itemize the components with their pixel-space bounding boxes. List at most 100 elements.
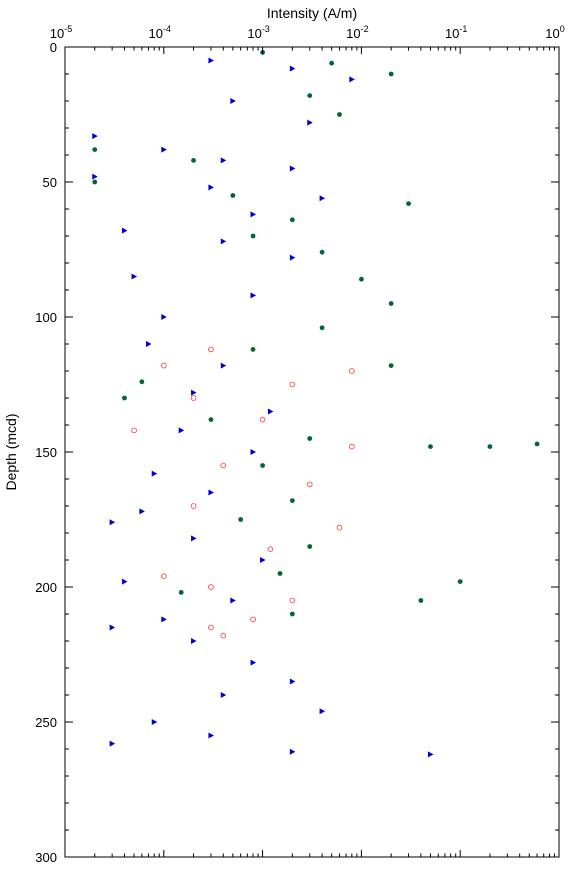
data-point-filled-circle (277, 571, 283, 576)
data-point-triangle (267, 408, 274, 415)
data-point-triangle (208, 489, 214, 496)
data-point-triangle (92, 133, 98, 140)
x-tick-label: 10-1 (445, 24, 467, 41)
data-point-filled-circle (230, 193, 236, 198)
data-point-filled-circle (319, 325, 325, 331)
data-point-filled-circle (191, 158, 196, 163)
data-point-open-circle (220, 462, 227, 469)
data-point-open-circle (259, 416, 266, 423)
data-point-filled-circle (487, 444, 493, 449)
data-point-open-circle (349, 443, 355, 450)
data-point-open-circle (190, 395, 197, 401)
data-point-triangle (289, 65, 296, 72)
data-point-triangle (230, 98, 236, 104)
data-point-filled-circle (208, 417, 214, 422)
data-point-filled-circle (388, 363, 394, 368)
x-tick-label: 10-3 (247, 24, 269, 41)
data-point-filled-circle (92, 179, 98, 185)
data-point-triangle (208, 57, 214, 64)
y-tick-label: 100 (35, 310, 57, 325)
data-point-triangle (208, 184, 214, 191)
data-point-triangle (250, 292, 257, 299)
data-point-open-circle (336, 524, 343, 531)
data-point-open-circle (220, 632, 227, 639)
data-point-open-circle (131, 427, 137, 434)
data-point-triangle (151, 470, 158, 477)
data-point-filled-circle (388, 71, 394, 77)
data-point-triangle (230, 597, 236, 604)
data-point-filled-circle (418, 598, 424, 603)
y-tick-label: 250 (35, 715, 57, 730)
axis-ticks: 10-5 10-4 10-3 10-2 10-1 100 0 50 100 150 200 250 30… (35, 24, 564, 865)
data-point-triangle (109, 519, 116, 526)
data-point-triangle (427, 751, 434, 758)
data-point-filled-circle (250, 347, 256, 352)
data-point-open-circle (208, 624, 214, 631)
data-point-triangle (220, 362, 227, 369)
data-point-triangle (191, 535, 197, 542)
data-point-triangle (109, 624, 116, 631)
data-point-filled-circle (428, 444, 433, 449)
y-axis-title: Depth (mcd) (3, 413, 19, 490)
data-point-triangle (250, 449, 257, 455)
data-point-open-circle (161, 362, 167, 369)
x-tick-label: 10-2 (346, 24, 368, 41)
data-point-filled-circle (307, 436, 313, 441)
data-point-filled-circle (319, 249, 325, 255)
data-point-triangle (191, 389, 197, 396)
data-point-triangle (289, 165, 296, 172)
data-point-filled-circle (337, 112, 342, 117)
data-point-open-circle (289, 381, 296, 388)
data-marks (92, 50, 540, 758)
data-point-triangle (307, 119, 313, 126)
x-axis-title: Intensity (A/m) (267, 5, 357, 21)
data-point-filled-circle (359, 276, 364, 282)
data-point-triangle (260, 557, 266, 563)
data-point-triangle (220, 692, 227, 698)
data-point-filled-circle (457, 579, 463, 584)
data-point-open-circle (161, 573, 167, 579)
data-point-open-circle (289, 597, 296, 604)
data-point-triangle (92, 173, 98, 180)
data-point-triangle (121, 578, 128, 585)
data-point-triangle (289, 678, 296, 685)
data-point-open-circle (349, 368, 355, 374)
data-point-open-circle (250, 616, 256, 623)
data-point-triangle (131, 273, 138, 280)
data-point-filled-circle (289, 611, 295, 617)
x-tick-label: 100 (545, 24, 564, 41)
data-point-triangle (250, 659, 257, 666)
data-point-filled-circle (289, 217, 295, 223)
data-point-open-circle (190, 503, 197, 509)
data-point-triangle (289, 254, 296, 261)
data-point-triangle (139, 508, 145, 515)
y-tick-label: 200 (35, 580, 57, 595)
data-point-triangle (161, 616, 167, 623)
y-tick-label: 0 (50, 40, 57, 55)
x-tick-label: 10-5 (50, 24, 72, 41)
x-tick-label: 10-4 (149, 24, 171, 41)
data-point-filled-circle (122, 395, 127, 401)
data-point-open-circle (306, 481, 313, 488)
y-tick-label: 150 (35, 445, 57, 460)
data-point-triangle (220, 157, 227, 164)
data-point-triangle (145, 341, 152, 347)
data-point-triangle (319, 708, 326, 715)
data-point-triangle (109, 740, 116, 747)
data-point-filled-circle (329, 60, 335, 66)
data-point-filled-circle (139, 379, 145, 385)
data-point-triangle (208, 732, 214, 739)
data-point-triangle (161, 314, 167, 320)
y-tick-label: 300 (35, 850, 57, 865)
data-point-triangle (289, 748, 296, 755)
data-point-triangle (250, 211, 257, 218)
data-point-filled-circle (178, 590, 184, 595)
data-point-triangle (161, 146, 167, 153)
data-point-triangle (349, 76, 355, 83)
data-point-open-circle (208, 346, 214, 353)
data-point-filled-circle (238, 517, 244, 522)
data-point-filled-circle (307, 544, 313, 549)
data-point-filled-circle (289, 498, 295, 503)
